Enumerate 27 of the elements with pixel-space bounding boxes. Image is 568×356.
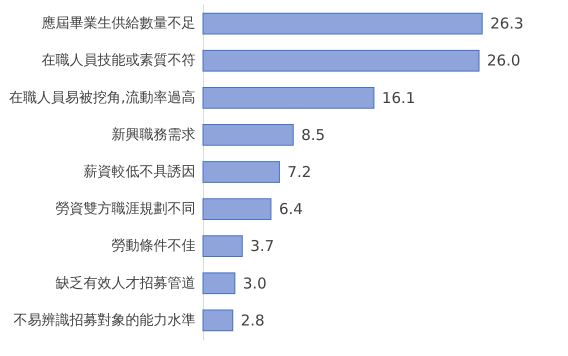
y-tick-label: 勞資雙方職涯規劃不同 <box>56 201 196 218</box>
data-label: 26.0 <box>487 52 520 70</box>
data-label: 3.0 <box>242 274 267 292</box>
y-tick-label: 在職人員技能或素質不符 <box>42 52 196 69</box>
y-tick-label: 薪資較低不具誘因 <box>84 164 196 180</box>
data-label: 2.8 <box>240 311 265 330</box>
bar <box>202 309 234 332</box>
data-label: 6.4 <box>278 200 303 218</box>
data-label: 7.2 <box>287 163 312 181</box>
y-tick-label: 新興職務需求 <box>112 126 196 143</box>
bar <box>202 12 483 35</box>
bar <box>202 272 236 294</box>
y-tick-label: 缺乏有效人才招募管道 <box>56 275 196 292</box>
data-label: 8.5 <box>301 126 326 144</box>
y-tick-label: 不易辨識招募對象的能力水準 <box>14 312 196 328</box>
data-label: 3.7 <box>250 237 274 256</box>
bar <box>202 50 480 72</box>
bar <box>202 161 280 183</box>
bar <box>202 124 294 146</box>
bar <box>202 198 272 220</box>
y-tick-label: 在職人員易被挖角,流動率過高 <box>9 90 196 106</box>
bar <box>202 86 374 109</box>
data-label: 26.3 <box>490 14 524 33</box>
bar <box>202 235 243 258</box>
y-tick-label: 勞動條件不佳 <box>112 238 196 254</box>
data-label: 16.1 <box>382 88 416 107</box>
y-tick-label: 應屆畢業生供給數量不足 <box>42 16 196 32</box>
